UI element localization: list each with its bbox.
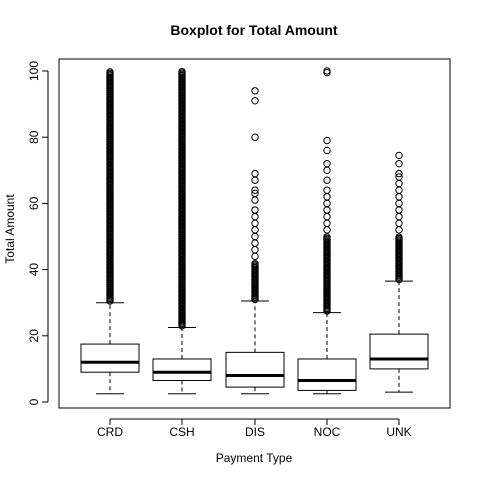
- boxes: [80, 67, 429, 395]
- outlier-point: [323, 193, 331, 201]
- box-csh: [152, 67, 212, 395]
- y-axis-label: Total Amount: [3, 194, 17, 264]
- outlier-point: [323, 176, 331, 184]
- outlier-point: [178, 67, 186, 76]
- outlier-point: [323, 219, 331, 227]
- outlier-point: [251, 87, 259, 95]
- x-axis-label: Payment Type: [216, 451, 293, 465]
- iqr-box: [297, 358, 357, 391]
- outlier-point: [395, 179, 403, 188]
- y-tick-label: 20: [27, 329, 41, 343]
- x-tick-label: CRD: [97, 425, 123, 439]
- outlier-point: [323, 67, 331, 75]
- outlier-point: [251, 133, 259, 141]
- iqr-box: [225, 351, 285, 388]
- outlier-point: [395, 206, 403, 214]
- iqr-box: [80, 343, 140, 373]
- outlier-point: [323, 206, 331, 214]
- outlier-point: [251, 212, 259, 221]
- x-tick-label: UNK: [386, 425, 411, 439]
- box-unk: [369, 151, 429, 393]
- outlier-point: [395, 233, 403, 241]
- outlier-point: [323, 159, 331, 168]
- outlier-point: [395, 199, 403, 208]
- y-tick-label: 80: [27, 130, 41, 144]
- outlier-point: [395, 226, 403, 234]
- outlier-point: [323, 136, 331, 145]
- chart-title: Boxplot for Total Amount: [170, 22, 338, 38]
- x-axis: CRD CSH DIS NOC UNK: [97, 418, 412, 439]
- outlier-point: [251, 219, 259, 227]
- outlier-point: [323, 199, 331, 208]
- box-crd: [80, 68, 140, 395]
- box-noc: [297, 67, 357, 395]
- iqr-box: [369, 333, 429, 370]
- outlier-point: [251, 259, 259, 268]
- outlier-point: [251, 246, 259, 254]
- outlier-point: [251, 226, 259, 234]
- plot-frame: [58, 58, 451, 409]
- outlier-point: [395, 173, 403, 181]
- y-tick-label: 100: [27, 61, 41, 81]
- y-tick-label: 40: [27, 263, 41, 277]
- outlier-point: [395, 169, 403, 178]
- x-tick-label: DIS: [245, 425, 265, 439]
- outlier-point: [395, 219, 403, 227]
- outlier-point: [395, 212, 403, 221]
- outlier-point: [395, 193, 403, 201]
- outlier-point: [395, 151, 403, 160]
- x-tick-label: CSH: [169, 425, 194, 439]
- outlier-point: [251, 196, 259, 204]
- outlier-point: [323, 166, 331, 175]
- outlier-point: [106, 68, 114, 76]
- outlier-point: [395, 159, 403, 168]
- outlier-point: [251, 176, 259, 184]
- y-tick-label: 0: [27, 398, 41, 405]
- y-tick-label: 60: [27, 196, 41, 210]
- outlier-point: [251, 206, 259, 214]
- outlier-point: [323, 233, 331, 241]
- x-tick-label: NOC: [314, 425, 341, 439]
- outlier-point: [251, 169, 259, 178]
- outlier-point: [251, 189, 259, 198]
- outlier-point: [323, 226, 331, 234]
- outlier-point: [323, 212, 331, 221]
- outlier-point: [251, 252, 259, 261]
- outlier-point: [251, 97, 259, 105]
- outlier-point: [251, 232, 259, 241]
- outlier-point: [323, 146, 331, 155]
- iqr-box: [152, 358, 212, 381]
- box-dis: [225, 87, 285, 395]
- outlier-point: [251, 186, 259, 194]
- outlier-point: [251, 239, 259, 247]
- outlier-point: [395, 186, 403, 194]
- y-axis: 0 20 40 60 80 100: [27, 61, 49, 405]
- outlier-point: [323, 186, 331, 194]
